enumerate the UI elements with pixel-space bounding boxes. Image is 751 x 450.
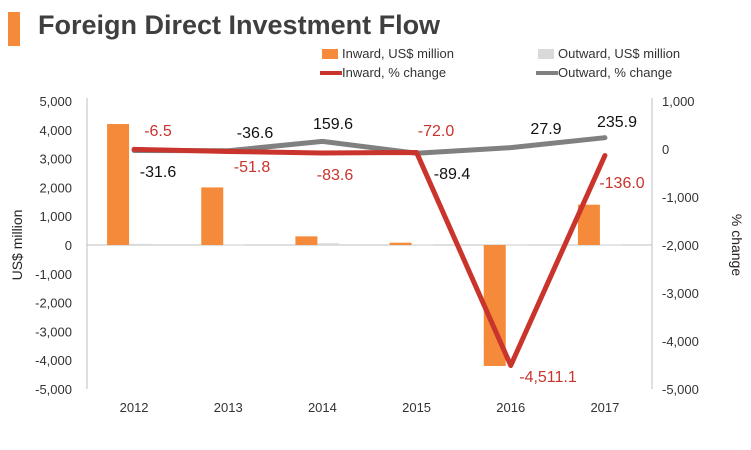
inward-bar xyxy=(201,187,224,245)
y-tick-label: -3,000 xyxy=(35,324,72,339)
title-accent-bar xyxy=(8,12,20,46)
outward-bar xyxy=(129,243,152,245)
y-tick-label: -5,000 xyxy=(35,382,72,397)
outward-change-data-label: 235.9 xyxy=(597,114,637,131)
outward-change-data-label: 27.9 xyxy=(530,121,561,138)
y2-tick-label: -3,000 xyxy=(662,286,699,301)
y2-tick-label: -1,000 xyxy=(662,190,699,205)
chart-lines xyxy=(131,135,608,369)
x-tick-label: 2013 xyxy=(214,400,243,415)
y-tick-label: -4,000 xyxy=(35,353,72,368)
outward-change-data-label: -36.6 xyxy=(237,125,274,142)
y2-tick-label: 0 xyxy=(662,142,669,157)
legend-entry: Outward, % change xyxy=(558,65,672,80)
inward-bar xyxy=(389,242,412,245)
outward-bar xyxy=(505,244,528,246)
inward-bar xyxy=(107,124,130,245)
y-tick-label: 1,000 xyxy=(39,209,72,224)
inward-change-data-label: -72.0 xyxy=(418,123,455,140)
outward-bar xyxy=(411,244,434,246)
y-tick-label: 4,000 xyxy=(39,123,72,138)
y2-tick-label: 1,000 xyxy=(662,94,695,109)
inward-change-line xyxy=(131,146,608,369)
x-tick-label: 2012 xyxy=(120,400,149,415)
outward-bar xyxy=(317,243,340,245)
outward-change-data-label: -89.4 xyxy=(434,166,471,183)
y2-tick-label: -5,000 xyxy=(662,382,699,397)
y2-axis-title: % change xyxy=(729,214,745,276)
y-tick-label: 3,000 xyxy=(39,152,72,167)
y-axis-title: US$ million xyxy=(9,210,25,281)
y-tick-label: -1,000 xyxy=(35,267,72,282)
legend-swatch xyxy=(538,49,554,59)
outward-bar xyxy=(223,244,246,246)
y2-tick-label: -4,000 xyxy=(662,334,699,349)
legend-entry: Outward, US$ million xyxy=(558,46,680,61)
y-tick-label: 5,000 xyxy=(39,94,72,109)
inward-change-data-label: -6.5 xyxy=(144,123,172,140)
inward-bar xyxy=(577,204,600,245)
outward-bar xyxy=(599,244,622,246)
x-tick-label: 2016 xyxy=(496,400,525,415)
legend-swatch xyxy=(322,49,338,59)
inward-change-data-label: -83.6 xyxy=(317,167,354,184)
y-tick-label: 2,000 xyxy=(39,180,72,195)
inward-change-data-label: -136.0 xyxy=(599,175,644,192)
inward-bar xyxy=(295,236,318,245)
chart-legend: Inward, US$ million Outward, US$ million I… xyxy=(320,46,680,80)
y2-tick-label: -2,000 xyxy=(662,238,699,253)
y-tick-label: -2,000 xyxy=(35,296,72,311)
chart-data-labels: -6.5 -51.8 -83.6 -72.0 -4,511.1 -136.0 -31.6 -3… xyxy=(140,114,645,386)
x-tick-label: 2015 xyxy=(402,400,431,415)
x-tick-label: 2017 xyxy=(590,400,619,415)
page-title: Foreign Direct Investment Flow xyxy=(38,10,441,40)
chart-axes: 5,000 4,000 3,000 2,000 1,000 0 -1,000 -2,000 -3… xyxy=(9,94,745,415)
inward-change-data-label: -51.8 xyxy=(234,159,271,176)
inward-change-data-label: -4,511.1 xyxy=(519,369,577,386)
legend-entry: Inward, % change xyxy=(342,65,446,80)
outward-change-data-label: 159.6 xyxy=(313,116,353,133)
legend-entry: Inward, US$ million xyxy=(342,46,454,61)
x-tick-label: 2014 xyxy=(308,400,337,415)
y-tick-label: 0 xyxy=(65,238,72,253)
outward-change-data-label: -31.6 xyxy=(140,164,177,181)
